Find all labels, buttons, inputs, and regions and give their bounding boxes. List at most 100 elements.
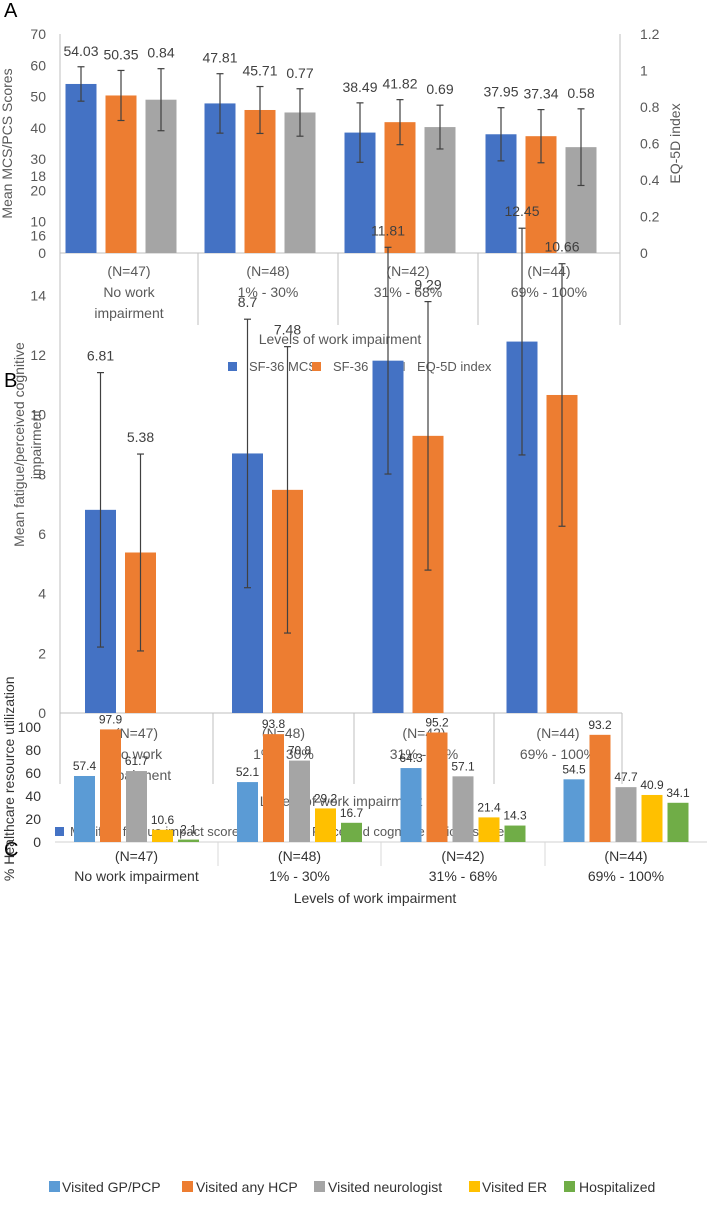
panel-a-category-label: (N=42) bbox=[386, 263, 429, 279]
panel-c-y-tick-label: 80 bbox=[25, 742, 41, 758]
panel-c-legend-marker bbox=[469, 1181, 480, 1192]
panel-a-bar bbox=[65, 83, 97, 253]
panel-b-y-tick-label: 8 bbox=[38, 466, 46, 482]
panel-b-category-label: (N=47) bbox=[115, 725, 158, 741]
panel-c-legend-marker bbox=[564, 1181, 575, 1192]
panel-b-y-tick-label: 16 bbox=[30, 228, 46, 244]
panel-a-data-label: 38.49 bbox=[342, 79, 377, 95]
panel-a-y-tick-label: 0 bbox=[38, 245, 46, 261]
panel-c-category-label: No work impairment bbox=[74, 868, 199, 884]
panel-b-y-tick-label: 6 bbox=[38, 526, 46, 542]
panel-a-category-label: (N=44) bbox=[527, 263, 570, 279]
panel-b-y-tick-label: 14 bbox=[30, 287, 46, 303]
panel-c-bar bbox=[237, 782, 258, 842]
panel-b-y-tick-label: 12 bbox=[30, 347, 46, 363]
panel-c-bar bbox=[641, 794, 663, 842]
panel-c-bar bbox=[341, 822, 362, 842]
panel-a-data-label: 47.81 bbox=[202, 50, 237, 66]
panel-c-bar bbox=[426, 732, 448, 842]
panel-b-data-label: 6.81 bbox=[87, 348, 114, 364]
panel-a-y-tick-label: 50 bbox=[30, 89, 46, 105]
panel-a-category-label: 1% - 30% bbox=[238, 284, 299, 300]
panel-a-y-tick-label: 70 bbox=[30, 26, 46, 42]
panel-a-category-label: (N=47) bbox=[107, 263, 150, 279]
panel-c-category-label: (N=42) bbox=[441, 848, 484, 864]
panel-c-data-label: 29.2 bbox=[314, 791, 338, 805]
panel-c-data-label: 10.6 bbox=[151, 813, 175, 827]
panel-a-y2-tick-label: 0.8 bbox=[640, 99, 660, 115]
panel-c-data-label: 97.9 bbox=[99, 712, 123, 726]
panel-b-category-label: 69% - 100% bbox=[520, 746, 596, 762]
panel-c-legend-label: Visited ER bbox=[482, 1179, 547, 1195]
panel-c-y-axis-title: % Healthcare resource utilization bbox=[1, 676, 17, 881]
panel-c-data-label: 93.2 bbox=[588, 718, 612, 732]
panel-b-data-label: 12.45 bbox=[504, 203, 539, 219]
panel-c-y-tick-label: 20 bbox=[25, 811, 41, 827]
panel-a-y2-tick-label: 0.6 bbox=[640, 136, 660, 152]
panel-a-category-label: No work bbox=[103, 284, 155, 300]
panel-c-bar bbox=[74, 775, 95, 842]
panel-c-bar bbox=[563, 779, 585, 842]
panel-c-legend-label: Visited any HCP bbox=[196, 1179, 298, 1195]
panel-c-bar bbox=[315, 808, 336, 842]
panel-b-y-axis-title: impairment bbox=[28, 410, 44, 479]
panel-b-legend-marker bbox=[55, 827, 64, 836]
panel-c-legend-label: Visited neurologist bbox=[328, 1179, 442, 1195]
panel-c-category-label: 1% - 30% bbox=[269, 868, 330, 884]
panel-c-data-label: 47.7 bbox=[614, 770, 638, 784]
panel-c-category-label: (N=48) bbox=[278, 848, 321, 864]
panel-c-bar bbox=[667, 802, 689, 842]
panel-a-category-label: 31% - 68% bbox=[374, 284, 442, 300]
panel-c-bar bbox=[152, 829, 173, 842]
panel-c-legend-marker bbox=[182, 1181, 193, 1192]
panel-c-data-label: 54.5 bbox=[562, 762, 586, 776]
panel-c-category-label: (N=44) bbox=[604, 848, 647, 864]
panel-a-data-label: 50.35 bbox=[103, 46, 138, 62]
panel-a-y-tick-label: 20 bbox=[30, 182, 46, 198]
panel-c-category-label: (N=47) bbox=[115, 848, 158, 864]
panel-a: A 0 10 20 30 40 50 60 70 0 0.2 0.4 0.6 0.8 1 1.2 Mean MC… bbox=[0, 0, 683, 374]
panel-c-bar bbox=[100, 729, 121, 842]
panel-b-category-label: (N=44) bbox=[536, 725, 579, 741]
panel-a-data-label: 37.95 bbox=[483, 84, 518, 100]
panel-c-data-label: 57.4 bbox=[73, 759, 97, 773]
panel-c-legend-marker bbox=[314, 1181, 325, 1192]
panel-a-legend-label: SF-36 MCS bbox=[249, 359, 317, 374]
panel-c-bar bbox=[615, 787, 637, 842]
panel-c-legend-label: Hospitalized bbox=[579, 1179, 655, 1195]
panel-b-data-label: 7.48 bbox=[274, 322, 301, 338]
panel-a-y-axis-title: Mean MCS/PCS Scores bbox=[0, 68, 15, 218]
panel-a-data-label: 41.82 bbox=[382, 76, 417, 92]
panel-c-data-label: 21.4 bbox=[477, 800, 501, 814]
panel-a-y-tick-label: 60 bbox=[30, 57, 46, 73]
panel-b-data-label: 11.81 bbox=[371, 222, 405, 238]
panel-c-bar bbox=[400, 768, 422, 842]
panel-a-y-tick-label: 10 bbox=[30, 214, 46, 230]
panel-a-data-label: 0.77 bbox=[286, 65, 313, 81]
panel-a-y2-tick-label: 0 bbox=[640, 245, 648, 261]
panel-a-letter: A bbox=[4, 0, 18, 22]
panel-b-data-label: 5.38 bbox=[127, 429, 154, 445]
panel-c-bar bbox=[589, 734, 611, 842]
panel-c-data-label: 40.9 bbox=[640, 778, 664, 792]
panel-a-data-label: 0.58 bbox=[567, 85, 594, 101]
panel-a-data-label: 37.34 bbox=[523, 86, 558, 102]
panel-a-data-label: 0.84 bbox=[147, 45, 174, 61]
panel-a-y2-axis-title: EQ-5D index bbox=[667, 103, 683, 183]
panel-a-category-label: 69% - 100% bbox=[511, 284, 587, 300]
panel-b-data-label: 8.7 bbox=[238, 294, 258, 310]
panel-c-legend-marker bbox=[49, 1181, 60, 1192]
panel-a-y2-tick-label: 1 bbox=[640, 63, 648, 79]
panel-b-y-tick-label: 18 bbox=[30, 168, 46, 184]
panel-b-y-tick-label: 2 bbox=[38, 645, 46, 661]
panel-b-data-label: 10.66 bbox=[544, 239, 579, 255]
panel-c-category-label: 31% - 68% bbox=[429, 868, 497, 884]
panel-b-letter: B bbox=[4, 370, 17, 392]
panel-c-bar bbox=[478, 817, 500, 842]
panel-c-x-axis-title: Levels of work impairment bbox=[294, 890, 457, 906]
panel-a-y-tick-label: 40 bbox=[30, 120, 46, 136]
panel-c-bar bbox=[263, 734, 284, 842]
panel-a-data-label: 0.69 bbox=[426, 81, 453, 97]
